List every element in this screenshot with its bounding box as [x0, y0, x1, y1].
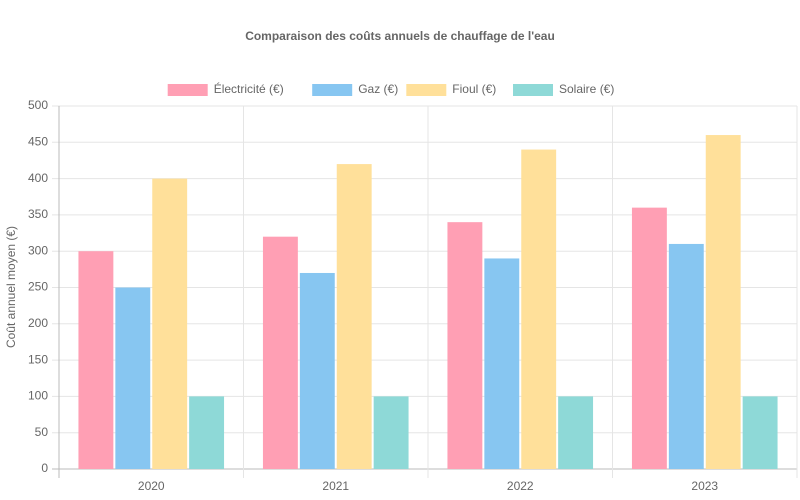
- bar: [631, 207, 667, 469]
- y-tick-label: 250: [28, 280, 48, 294]
- y-tick-label: 300: [28, 243, 48, 257]
- bar: [521, 149, 557, 469]
- legend-label: Électricité (€): [214, 81, 284, 96]
- x-tick-label: 2021: [322, 479, 349, 493]
- bar: [558, 396, 594, 469]
- bar: [78, 251, 114, 469]
- y-axis-label: Coût annuel moyen (€): [4, 226, 18, 348]
- legend-swatch: [513, 84, 553, 96]
- legend-swatch: [406, 84, 447, 96]
- x-tick-label: 2022: [507, 479, 534, 493]
- x-tick-label: 2020: [138, 479, 165, 493]
- y-tick-label: 450: [28, 134, 48, 148]
- bar: [742, 396, 778, 469]
- bar: [705, 135, 741, 470]
- bar: [262, 236, 298, 469]
- y-tick-label: 200: [28, 316, 48, 330]
- bar: [447, 222, 483, 469]
- bar: [484, 258, 520, 469]
- y-tick-label: 500: [28, 98, 48, 112]
- bar: [668, 243, 704, 469]
- bar: [115, 287, 151, 469]
- y-tick-label: 0: [41, 461, 48, 475]
- bar: [336, 164, 372, 469]
- legend-swatch: [312, 84, 353, 96]
- bar: [152, 178, 188, 469]
- legend-label: Solaire (€): [559, 82, 614, 96]
- bar: [373, 396, 409, 469]
- x-tick-label: 2023: [691, 479, 718, 493]
- legend-label: Fioul (€): [452, 82, 496, 96]
- legend-swatch: [167, 84, 208, 96]
- bar: [189, 396, 225, 469]
- legend-label: Gaz (€): [358, 82, 398, 96]
- y-tick-label: 150: [28, 352, 48, 366]
- bar: [299, 272, 335, 469]
- y-tick-label: 350: [28, 207, 48, 221]
- chart-title: Comparaison des coûts annuels de chauffa…: [245, 29, 555, 43]
- y-tick-label: 50: [35, 425, 49, 439]
- y-tick-label: 100: [28, 389, 48, 403]
- y-tick-label: 400: [28, 171, 48, 185]
